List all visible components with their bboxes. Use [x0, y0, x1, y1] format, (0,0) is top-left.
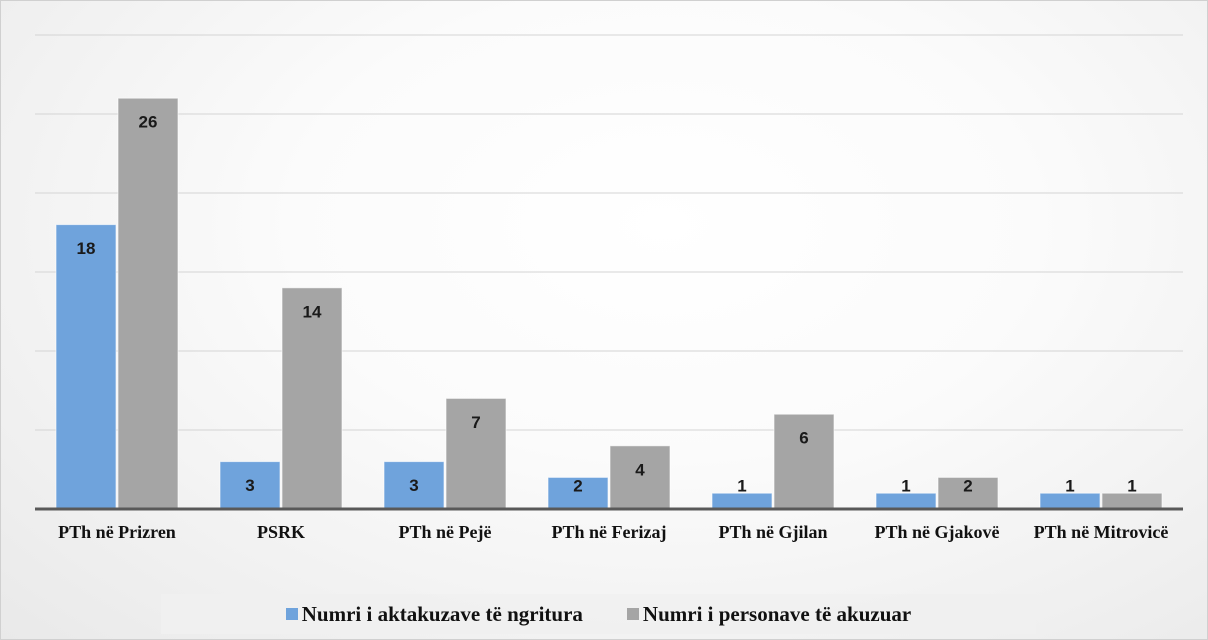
data-label: 1	[737, 476, 746, 495]
data-label: 6	[799, 429, 808, 448]
legend: Numri i aktakuzave të ngritura Numri i pe…	[161, 594, 1036, 634]
data-label: 18	[77, 239, 96, 258]
legend-label: Numri i aktakuzave të ngritura	[301, 601, 583, 626]
bar	[875, 492, 937, 510]
x-tick-label: PSRK	[256, 522, 305, 542]
bar	[711, 492, 773, 510]
bar	[547, 476, 609, 510]
data-label: 1	[901, 476, 910, 495]
legend-swatch	[285, 608, 298, 620]
bar	[1039, 492, 1101, 510]
data-label: 3	[409, 476, 418, 495]
data-label: 14	[303, 302, 322, 321]
bar	[55, 224, 117, 510]
x-tick-label: PTh në Ferizaj	[551, 522, 667, 542]
bar	[609, 445, 671, 510]
data-label: 26	[139, 113, 158, 132]
data-label: 4	[635, 460, 645, 479]
x-tick-label: PTh në Gjakovë	[874, 522, 1000, 542]
x-tick-label: PTh në Mitrovicë	[1033, 522, 1169, 542]
data-label: 2	[573, 476, 582, 495]
x-tick-label: PTh në Gjilan	[718, 522, 828, 542]
legend-item: Numri i personave të akuzuar	[626, 601, 912, 627]
data-label: 1	[1065, 476, 1074, 495]
data-label: 3	[245, 476, 254, 495]
bar	[937, 476, 999, 510]
legend-label: Numri i personave të akuzuar	[642, 601, 912, 626]
bar	[281, 287, 343, 510]
bar	[117, 97, 179, 510]
bar	[773, 413, 835, 510]
x-tick-label: PTh në Prizren	[58, 522, 176, 542]
legend-item: Numri i aktakuzave të ngritura	[285, 601, 583, 627]
data-label: 2	[963, 476, 972, 495]
bar	[445, 397, 507, 510]
data-label: 1	[1127, 476, 1136, 495]
bar	[1101, 492, 1163, 510]
x-tick-label: PTh në Pejë	[398, 522, 492, 542]
data-label: 7	[471, 413, 480, 432]
bar	[383, 461, 445, 510]
legend-swatch	[626, 608, 639, 620]
